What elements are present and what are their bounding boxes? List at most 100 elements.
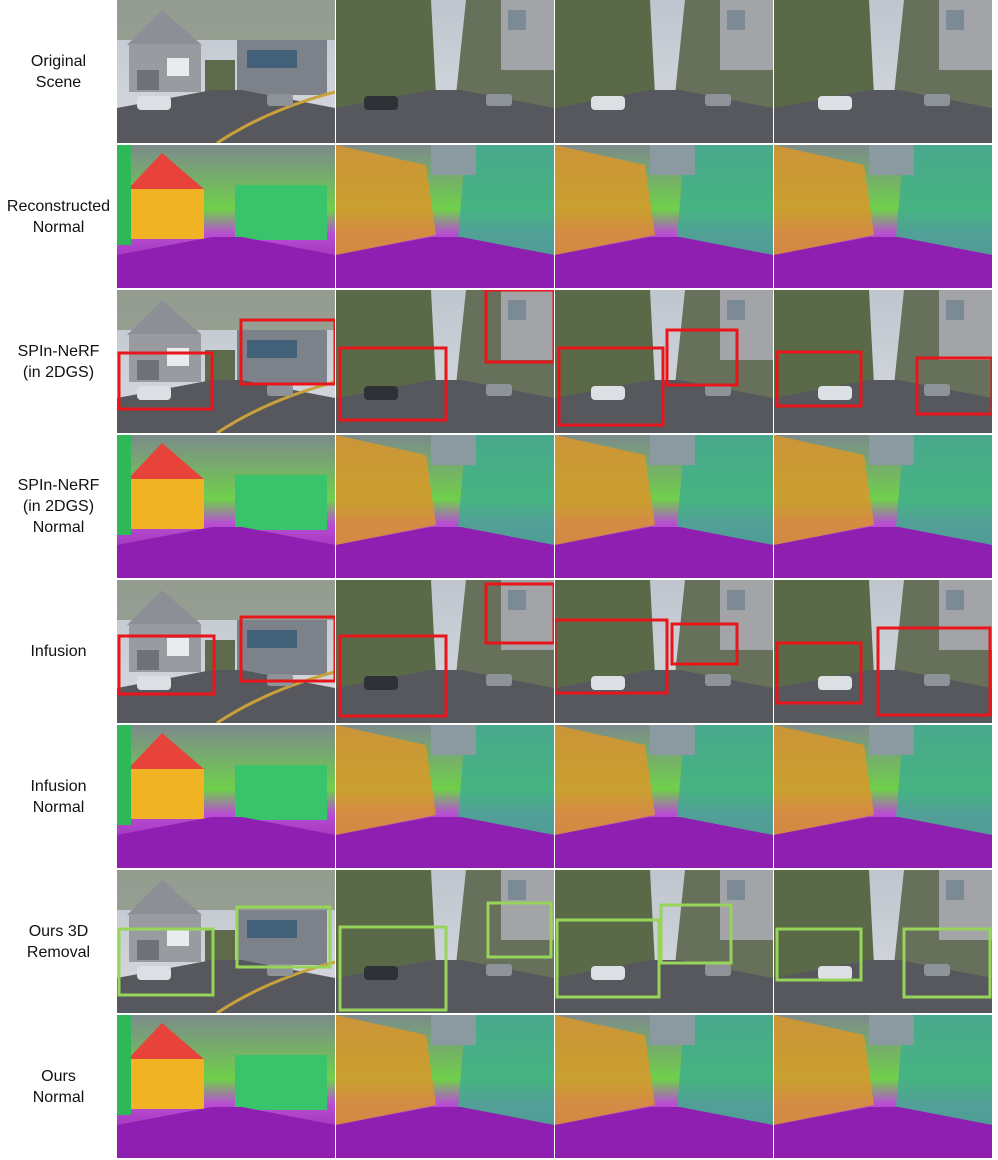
scene-photo [117,0,335,143]
normal-map [774,435,992,578]
normal-map [336,145,554,288]
image-view-4 [774,870,992,1013]
image-view-3 [555,290,773,433]
normal-map [336,725,554,868]
highlight-box-green [338,925,448,1012]
image-view-4 [774,145,992,288]
row-label: Original Scene [30,52,87,91]
highlight-box-red [876,626,992,717]
image-view-4 [774,725,992,868]
row-ours-3d-removal: Ours 3D Removal [0,870,998,1013]
scene-photo [336,290,554,433]
highlight-box-red [484,290,554,364]
scene-photo [555,290,773,433]
scene-photo [117,290,335,433]
image-view-3 [555,580,773,723]
highlight-box-red [670,622,739,666]
image-view-1 [117,435,335,578]
image-view-1 [117,870,335,1013]
row-ours-normal: Ours Normal [0,1015,998,1158]
normal-map [774,725,992,868]
highlight-box-green [486,901,553,959]
highlight-box-green [235,905,332,969]
scene-photo [555,580,773,723]
image-view-3 [555,145,773,288]
highlight-box-red [338,634,448,718]
normal-map [555,725,773,868]
image-view-4 [774,580,992,723]
image-strip [117,725,993,868]
row-label: Infusion [30,643,87,660]
highlight-box-green [117,927,215,997]
scene-photo [336,580,554,723]
normal-map [774,145,992,288]
image-view-2 [336,435,554,578]
normal-map [555,1015,773,1158]
image-strip [117,870,993,1013]
row-label: Reconstructed Normal [6,197,111,236]
normal-map [555,145,773,288]
scene-photo [336,870,554,1013]
image-view-1 [117,290,335,433]
highlight-box-red [915,356,992,416]
row-reconstructed-normal: Reconstructed Normal [0,145,998,288]
scene-photo [336,0,554,143]
image-view-4 [774,0,992,143]
row-original-scene: Original Scene [0,0,998,143]
image-view-3 [555,435,773,578]
normal-map [117,435,335,578]
image-view-2 [336,1015,554,1158]
scene-photo [774,290,992,433]
normal-map [117,1015,335,1158]
image-view-1 [117,0,335,143]
highlight-box-red [775,350,863,408]
image-view-2 [336,290,554,433]
normal-map [555,435,773,578]
row-spin-nerf: SPIn-NeRF (in 2DGS) [0,290,998,433]
image-view-4 [774,1015,992,1158]
highlight-box-green [659,903,733,965]
highlight-box-red [117,351,214,411]
scene-photo [117,870,335,1013]
scene-photo [774,870,992,1013]
scene-photo [774,580,992,723]
highlight-box-red [775,641,863,705]
image-strip [117,290,993,433]
highlight-box-green [902,927,992,999]
image-view-4 [774,435,992,578]
image-view-1 [117,725,335,868]
row-infusion: Infusion [0,580,998,723]
row-infusion-normal: Infusion Normal [0,725,998,868]
normal-map [336,435,554,578]
image-view-2 [336,870,554,1013]
highlight-box-green [555,918,661,999]
image-view-2 [336,145,554,288]
normal-map [774,1015,992,1158]
highlight-box-green [775,927,863,982]
image-view-1 [117,1015,335,1158]
image-view-3 [555,1015,773,1158]
scene-photo [555,870,773,1013]
image-view-3 [555,0,773,143]
highlight-box-red [239,615,335,683]
scene-photo [117,580,335,723]
highlight-box-red [484,582,554,645]
image-view-2 [336,0,554,143]
scene-photo [555,0,773,143]
row-label: Ours Normal [32,1067,85,1106]
normal-map [117,725,335,868]
row-spin-nerf-normal: SPIn-NeRF (in 2DGS) Normal [0,435,998,578]
image-view-2 [336,725,554,868]
image-strip [117,0,993,143]
row-label: Infusion Normal [30,777,87,816]
image-view-3 [555,725,773,868]
normal-map [117,145,335,288]
highlight-box-red [557,346,665,427]
highlight-box-red [665,328,739,387]
row-label: SPIn-NeRF (in 2DGS) Normal [17,477,100,536]
normal-map [336,1015,554,1158]
image-view-1 [117,145,335,288]
image-view-4 [774,290,992,433]
image-strip [117,145,993,288]
